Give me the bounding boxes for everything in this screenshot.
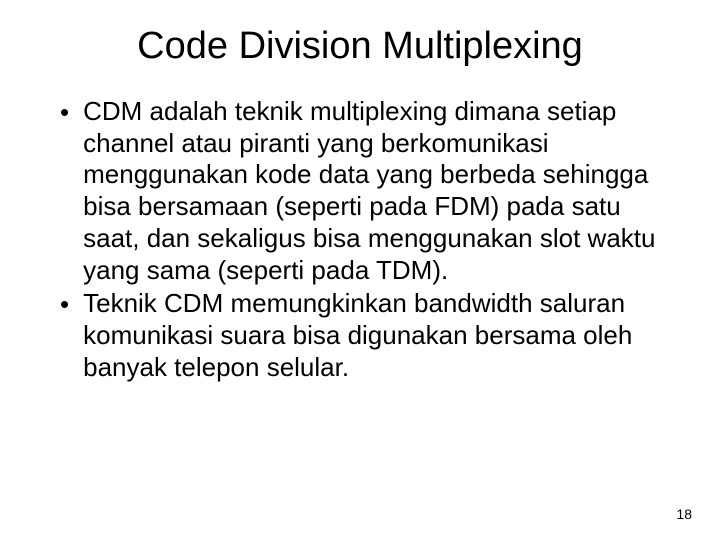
bullet-marker: •: [60, 96, 69, 129]
slide-content: • CDM adalah teknik multiplexing dimana …: [50, 96, 670, 383]
bullet-marker: •: [60, 288, 69, 321]
slide-container: Code Division Multiplexing • CDM adalah …: [0, 0, 720, 540]
page-number: 18: [676, 506, 692, 522]
bullet-item: • Teknik CDM memungkinkan bandwidth salu…: [60, 288, 670, 383]
slide-title: Code Division Multiplexing: [50, 25, 670, 68]
bullet-text: CDM adalah teknik multiplexing dimana se…: [83, 96, 670, 286]
bullet-item: • CDM adalah teknik multiplexing dimana …: [60, 96, 670, 286]
bullet-text: Teknik CDM memungkinkan bandwidth salura…: [83, 288, 670, 383]
